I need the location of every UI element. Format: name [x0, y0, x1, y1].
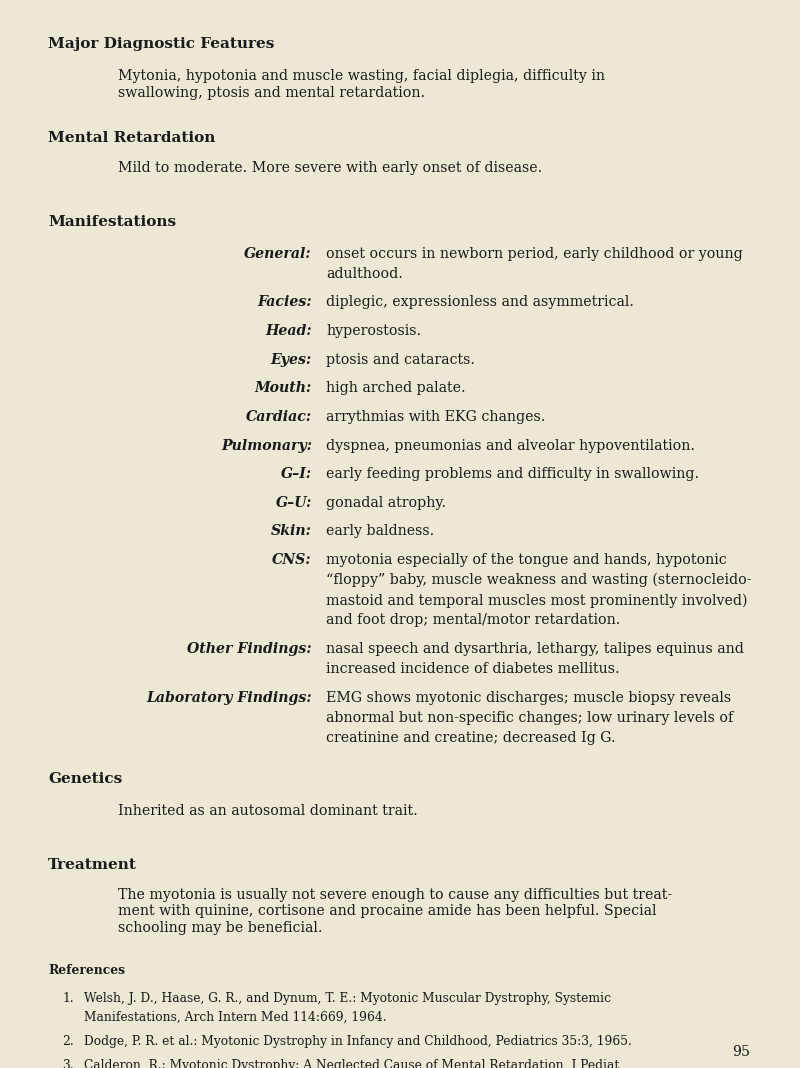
- Text: Manifestations, Arch Intern Med 114:669, 1964.: Manifestations, Arch Intern Med 114:669,…: [84, 1010, 386, 1023]
- Text: Facies:: Facies:: [258, 296, 312, 310]
- Text: Welsh, J. D., Haase, G. R., and Dynum, T. E.: Myotonic Muscular Dystrophy, Syste: Welsh, J. D., Haase, G. R., and Dynum, T…: [84, 992, 611, 1005]
- Text: 95: 95: [732, 1045, 750, 1058]
- Text: 2.: 2.: [62, 1035, 74, 1048]
- Text: Laboratory Findings:: Laboratory Findings:: [146, 691, 312, 705]
- Text: Other Findings:: Other Findings:: [187, 642, 312, 656]
- Text: and foot drop; mental/motor retardation.: and foot drop; mental/motor retardation.: [326, 613, 621, 627]
- Text: Treatment: Treatment: [48, 858, 137, 871]
- Text: myotonia especially of the tongue and hands, hypotonic: myotonia especially of the tongue and ha…: [326, 553, 727, 567]
- Text: Pulmonary:: Pulmonary:: [221, 439, 312, 453]
- Text: Head:: Head:: [266, 324, 312, 339]
- Text: abnormal but non-specific changes; low urinary levels of: abnormal but non-specific changes; low u…: [326, 710, 734, 725]
- Text: adulthood.: adulthood.: [326, 267, 403, 281]
- Text: General:: General:: [244, 247, 312, 261]
- Text: early baldness.: early baldness.: [326, 524, 434, 538]
- Text: 3.: 3.: [62, 1059, 74, 1068]
- Text: G–U:: G–U:: [276, 496, 312, 509]
- Text: arrythmias with EKG changes.: arrythmias with EKG changes.: [326, 410, 546, 424]
- Text: EMG shows myotonic discharges; muscle biopsy reveals: EMG shows myotonic discharges; muscle bi…: [326, 691, 731, 705]
- Text: nasal speech and dysarthria, lethargy, talipes equinus and: nasal speech and dysarthria, lethargy, t…: [326, 642, 744, 656]
- Text: Dodge, P. R. et al.: Myotonic Dystrophy in Infancy and Childhood, Pediatrics 35:: Dodge, P. R. et al.: Myotonic Dystrophy …: [84, 1035, 632, 1048]
- Text: high arched palate.: high arched palate.: [326, 381, 466, 395]
- Text: Mild to moderate. More severe with early onset of disease.: Mild to moderate. More severe with early…: [118, 161, 542, 175]
- Text: Skin:: Skin:: [271, 524, 312, 538]
- Text: onset occurs in newborn period, early childhood or young: onset occurs in newborn period, early ch…: [326, 247, 743, 261]
- Text: Inherited as an autosomal dominant trait.: Inherited as an autosomal dominant trait…: [118, 804, 418, 818]
- Text: Mouth:: Mouth:: [254, 381, 312, 395]
- Text: Genetics: Genetics: [48, 772, 122, 786]
- Text: Mental Retardation: Mental Retardation: [48, 131, 215, 145]
- Text: ptosis and cataracts.: ptosis and cataracts.: [326, 352, 475, 366]
- Text: hyperostosis.: hyperostosis.: [326, 324, 422, 339]
- Text: 1.: 1.: [62, 992, 74, 1005]
- Text: The myotonia is usually not severe enough to cause any difficulties but treat-
m: The myotonia is usually not severe enoug…: [118, 888, 673, 934]
- Text: creatinine and creatine; decreased Ig G.: creatinine and creatine; decreased Ig G.: [326, 731, 616, 744]
- Text: gonadal atrophy.: gonadal atrophy.: [326, 496, 446, 509]
- Text: “floppy” baby, muscle weakness and wasting (sternocleido-: “floppy” baby, muscle weakness and wasti…: [326, 574, 752, 587]
- Text: Mytonia, hypotonia and muscle wasting, facial diplegia, difficulty in
swallowing: Mytonia, hypotonia and muscle wasting, f…: [118, 69, 606, 100]
- Text: increased incidence of diabetes mellitus.: increased incidence of diabetes mellitus…: [326, 662, 620, 676]
- Text: G–I:: G–I:: [281, 467, 312, 482]
- Text: Manifestations: Manifestations: [48, 215, 176, 229]
- Text: References: References: [48, 964, 125, 977]
- Text: diplegic, expressionless and asymmetrical.: diplegic, expressionless and asymmetrica…: [326, 296, 634, 310]
- Text: CNS:: CNS:: [272, 553, 312, 567]
- Text: Cardiac:: Cardiac:: [246, 410, 312, 424]
- Text: early feeding problems and difficulty in swallowing.: early feeding problems and difficulty in…: [326, 467, 699, 482]
- Text: mastoid and temporal muscles most prominently involved): mastoid and temporal muscles most promin…: [326, 593, 748, 608]
- Text: Eyes:: Eyes:: [270, 352, 312, 366]
- Text: Major Diagnostic Features: Major Diagnostic Features: [48, 37, 274, 51]
- Text: dyspnea, pneumonias and alveolar hypoventilation.: dyspnea, pneumonias and alveolar hypoven…: [326, 439, 695, 453]
- Text: Calderon, R.: Myotonic Dystrophy: A Neglected Cause of Mental Retardation, J Ped: Calderon, R.: Myotonic Dystrophy: A Negl…: [84, 1059, 619, 1068]
